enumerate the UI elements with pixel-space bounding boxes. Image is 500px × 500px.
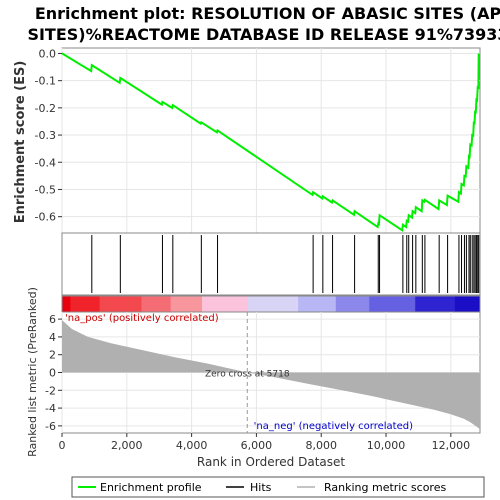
legend: Enrichment profile Hits Ranking metric s… [71,476,485,498]
legend-profile-label: Enrichment profile [100,481,202,494]
es-y-axis: 0.0 -0.1 -0.2 -0.3 -0.4 -0.5 -0.6 [35,47,62,224]
rank-tick-label: -6 [45,420,56,433]
x-tick-label: 6,000 [241,439,273,452]
positive-label: 'na_pos' (positively correlated) [65,313,219,324]
es-tick-label: 0.0 [39,47,57,60]
x-tick-label: 8,000 [305,439,337,452]
zero-cross-label: Zero cross at 5718 [205,370,290,380]
es-tick-label: -0.3 [35,129,56,142]
x-axis: 0 2,000 4,000 6,000 8,000 10,000 12,000 [59,433,471,452]
rank-tick-label: 0 [49,367,56,380]
enrichment-profile-line [61,52,480,233]
color-bar-segment [99,296,142,312]
hits-marks [91,235,480,293]
rank-color-bar [62,296,481,312]
title-line-2: SITES)%REACTOME DATABASE ID RELEASE 91%7… [27,25,500,44]
legend-metric-label: Ranking metric scores [324,481,446,494]
es-tick-label: -0.5 [35,183,56,196]
rank-tick-label: 6 [49,313,56,326]
legend-hits-label: Hits [250,481,272,494]
color-bar-segment [202,296,249,312]
color-bar-segment [369,296,416,312]
color-bar-segment [335,296,370,312]
rank-tick-label: -4 [45,402,56,415]
color-bar-segment [170,296,203,312]
color-bar-segment [70,296,101,312]
x-tick-label: 2,000 [111,439,143,452]
color-bar-segment [141,296,172,312]
ranking-metric-area [62,320,480,430]
color-bar-segment [415,296,456,312]
rank-y-label: Ranked list metric (PreRanked) [26,287,39,457]
color-bar-segment [62,296,71,312]
x-tick-label: 0 [59,439,66,452]
es-y-label: Enrichment score (ES) [13,61,28,224]
es-gridlines [61,48,480,233]
rank-tick-label: -2 [45,384,56,397]
es-tick-label: -0.6 [35,211,56,224]
x-axis-label: Rank in Ordered Dataset [197,455,345,469]
legend-box [71,476,485,498]
negative-label: 'na_neg' (negatively correlated) [254,421,413,432]
rank-tick-label: 2 [49,349,56,362]
es-tick-label: -0.1 [35,75,56,88]
rank-y-axis: 6 4 2 0 -2 -4 -6 [45,313,62,433]
es-tick-label: -0.4 [35,156,56,169]
x-tick-label: 12,000 [432,439,471,452]
title-line-1: Enrichment plot: RESOLUTION OF ABASIC SI… [35,4,500,23]
rank-tick-label: 4 [49,331,56,344]
es-tick-label: -0.2 [35,102,56,115]
x-tick-label: 10,000 [367,439,406,452]
hits-panel [61,232,481,296]
x-tick-label: 4,000 [176,439,208,452]
es-panel [61,47,481,234]
color-bar-segment [454,296,481,312]
color-bar-segment [298,296,337,312]
color-bar-segment [248,296,299,312]
